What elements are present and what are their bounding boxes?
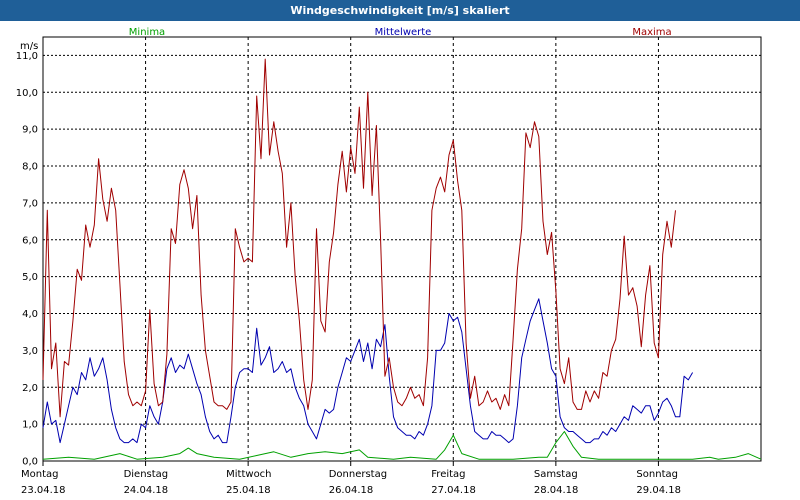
y-axis-unit: m/s (20, 41, 38, 52)
x-tick-date: 29.04.18 (636, 485, 681, 496)
x-tick-date: 25.04.18 (226, 485, 271, 496)
series-line-maxima (42, 58, 676, 418)
legend-label-mittelwerte: Mittelwerte (375, 27, 432, 38)
y-tick-label: 11,0 (16, 51, 38, 62)
x-tick-date: 28.04.18 (534, 485, 579, 496)
x-tick-weekday: Samstag (534, 469, 578, 480)
series-lines (42, 58, 762, 460)
axes: 0,0 1,0 2,0 3,0 4,0 5,0 6,0 7,0 8,0 9,0 10,0 11,0 Mo… (16, 51, 681, 496)
plot-area (42, 36, 762, 462)
y-tick-label: 9,0 (22, 125, 38, 136)
series-line-minima (42, 431, 762, 460)
x-tick-date: 24.04.18 (124, 485, 169, 496)
x-tick-date: 23.04.18 (21, 485, 66, 496)
wind-speed-chart: 0,0 1,0 2,0 3,0 4,0 5,0 6,0 7,0 8,0 9,0 10,0 11,0 Mo… (16, 27, 762, 496)
series-line-mittelwerte (42, 298, 694, 444)
y-tick-label: 8,0 (22, 162, 38, 173)
x-tick-weekday: Montag (21, 469, 58, 480)
y-tick-label: 4,0 (22, 309, 38, 320)
y-tick-label: 6,0 (22, 235, 38, 246)
x-tick-weekday: Freitag (431, 469, 465, 480)
grid (43, 37, 761, 462)
x-tick-date: 27.04.18 (431, 485, 476, 496)
y-tick-label: 3,0 (22, 346, 38, 357)
legend-label-maxima: Maxima (632, 27, 671, 38)
x-tick-weekday: Mittwoch (226, 469, 271, 480)
y-tick-label: 7,0 (22, 198, 38, 209)
x-tick-weekday: Dienstag (124, 469, 169, 480)
x-tick-date: 26.04.18 (329, 485, 374, 496)
y-tick-label: 1,0 (22, 420, 38, 431)
y-tick-label: 5,0 (22, 272, 38, 283)
window-title: Windgeschwindigkeit [m/s] skaliert (0, 0, 800, 21)
x-tick-weekday: Sonntag (636, 469, 678, 480)
legend: Minima Mittelwerte Maxima (129, 27, 672, 38)
legend-label-minima: Minima (129, 27, 165, 38)
y-tick-label: 2,0 (22, 383, 38, 394)
y-tick-label: 10,0 (16, 88, 38, 99)
x-tick-weekday: Donnerstag (329, 469, 387, 480)
y-tick-label: 0,0 (22, 457, 38, 468)
